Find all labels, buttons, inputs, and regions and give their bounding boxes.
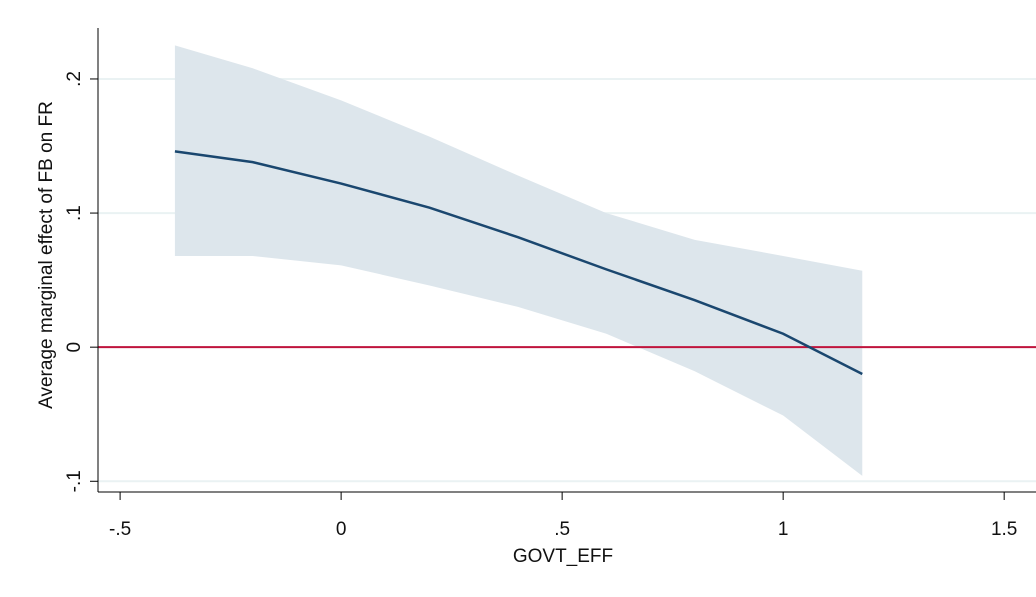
y-tick-label: .2	[64, 71, 85, 87]
x-tick-label: -.5	[109, 519, 131, 540]
x-axis-title: GOVT_EFF	[513, 546, 613, 567]
x-tick-label: 0	[336, 519, 347, 540]
x-tick-label: .5	[554, 519, 570, 540]
effect-line	[174, 150, 863, 376]
confidence-band	[174, 45, 863, 476]
y-axis-title: Average marginal effect of FB on FR	[36, 101, 57, 409]
x-tick-label: 1	[778, 519, 789, 540]
y-tick-label: .1	[64, 205, 85, 221]
x-tick-label: 1.5	[991, 519, 1017, 540]
y-tick-label: -.1	[64, 470, 85, 492]
y-tick-label: 0	[64, 342, 85, 353]
